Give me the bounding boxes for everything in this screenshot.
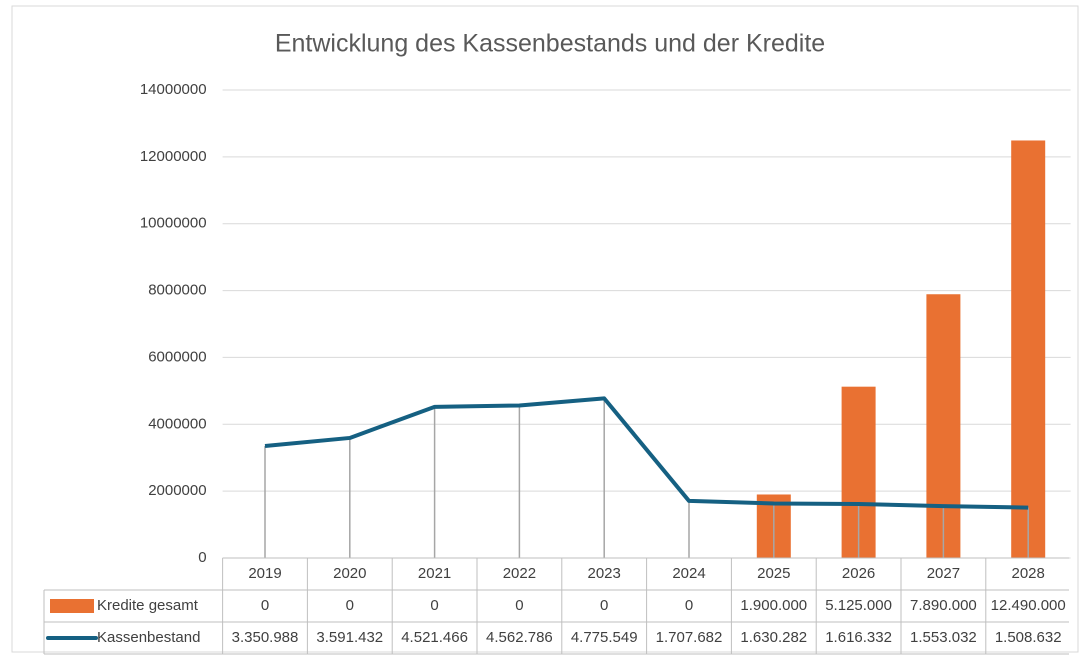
y-tick-label: 4000000 <box>148 415 206 432</box>
line <box>264 396 1029 510</box>
x-tick-label: 2019 <box>248 565 281 582</box>
y-tick-label: 10000000 <box>140 215 207 232</box>
data-label: 4.562.786 <box>486 629 553 646</box>
data-label: 1.553.032 <box>910 629 977 646</box>
data-label: 0 <box>261 597 269 614</box>
data-label: 1.616.332 <box>825 629 892 646</box>
y-tick-label: 2000000 <box>148 482 206 499</box>
data-label: 0 <box>685 597 693 614</box>
y-tick-label: 8000000 <box>148 282 206 299</box>
y-tick-label: 14000000 <box>140 81 207 98</box>
data-label: 1.707.682 <box>656 629 723 646</box>
y-tick-label: 0 <box>198 549 206 566</box>
legend-label: Kredite gesamt <box>97 597 199 614</box>
legend-key <box>50 599 94 613</box>
data-label: 3.350.988 <box>232 629 299 646</box>
legend-label: Kassenbestand <box>97 629 200 646</box>
y-tick-label: 6000000 <box>148 348 206 365</box>
data-label: 0 <box>600 597 608 614</box>
chart-border <box>11 5 1079 653</box>
data-label: 1.630.282 <box>740 629 807 646</box>
x-tick-label: 2028 <box>1012 565 1045 582</box>
x-tick-label: 2027 <box>927 565 960 582</box>
x-tick-label: 2022 <box>503 565 536 582</box>
data-label: 4.775.549 <box>571 629 638 646</box>
data-label: 3.591.432 <box>316 629 383 646</box>
x-tick-label: 2024 <box>672 565 705 582</box>
x-tick-label: 2026 <box>842 565 875 582</box>
x-tick-label: 2023 <box>588 565 621 582</box>
data-label: 1.508.632 <box>995 629 1062 646</box>
data-label: 12.490.000 <box>991 597 1066 614</box>
data-label: 0 <box>515 597 523 614</box>
x-tick-label: 2021 <box>418 565 451 582</box>
data-label: 1.900.000 <box>740 597 807 614</box>
data-label: 0 <box>430 597 438 614</box>
data-table: 2019 2020 2021 2022 2023 2024 2025 2026 2027 2028… <box>43 557 1069 655</box>
data-label: 7.890.000 <box>910 597 977 614</box>
x-tick-label: 2025 <box>757 565 790 582</box>
chart-title: Entwicklung des Kassenbestands und der K… <box>275 30 825 58</box>
data-label: 0 <box>346 597 354 614</box>
data-label: 4.521.466 <box>401 629 468 646</box>
y-tick-label: 12000000 <box>140 148 207 165</box>
x-tick-label: 2020 <box>333 565 366 582</box>
data-label: 5.125.000 <box>825 597 892 614</box>
bar <box>1011 140 1046 558</box>
